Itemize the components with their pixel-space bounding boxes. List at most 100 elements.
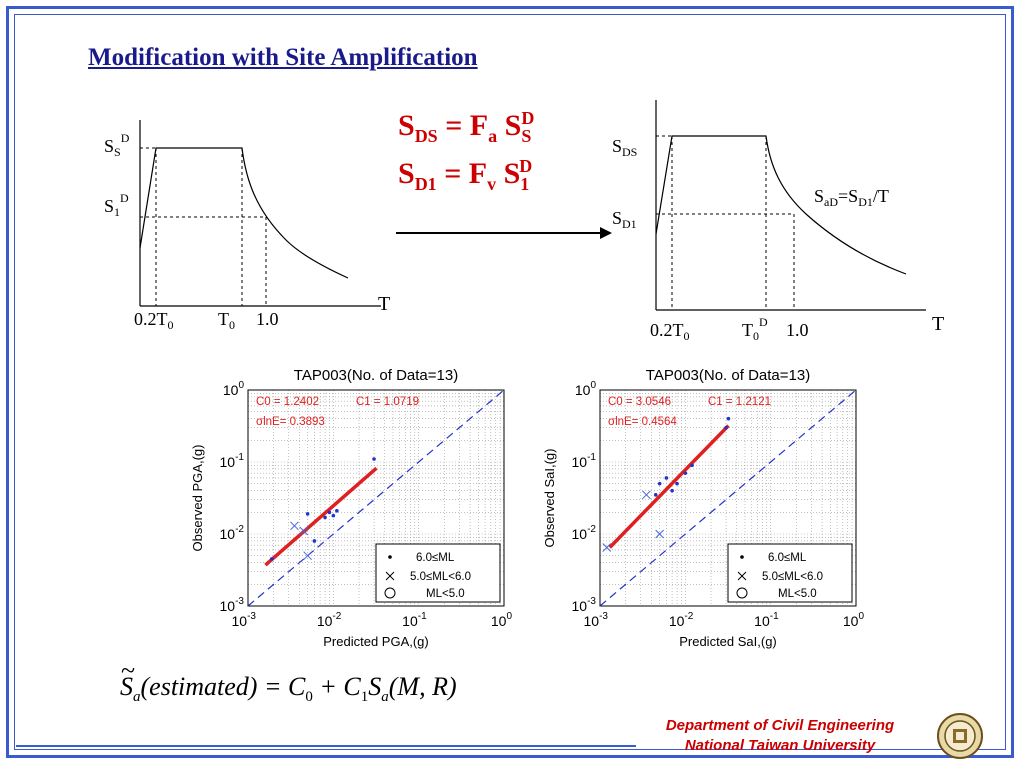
right-curve-label: SaD=SD1/T bbox=[814, 186, 889, 209]
legend-entry: ML<5.0 bbox=[426, 588, 465, 600]
left-axis-label-t: T bbox=[378, 293, 390, 315]
y-tick-label: 10-2 bbox=[572, 524, 597, 542]
chart-title: TAP003(No. of Data=13) bbox=[646, 367, 810, 384]
data-point-dot bbox=[331, 513, 336, 518]
annotation-c0: C0 = 3.0546 bbox=[608, 396, 671, 408]
footer-rule bbox=[16, 745, 636, 747]
left-xlabel-t0: T0 bbox=[218, 309, 235, 332]
data-point-dot bbox=[690, 463, 694, 468]
legend-entry: 6.0≤ML bbox=[416, 552, 455, 564]
left-spectrum-curve bbox=[139, 147, 349, 279]
equation-sds: SDS = Fa SSD bbox=[398, 108, 535, 146]
right-spectrum-diagram: SDS SD1 SaD=SD1/T 0.2T0 T0D 1.0 T bbox=[612, 100, 944, 343]
x-tick-label: 10-2 bbox=[669, 611, 694, 629]
pga-scatter-chart: TAP003(No. of Data=13) 10-3 10-2 10-1 100 10-… bbox=[190, 367, 513, 649]
left-xlabel-10: 1.0 bbox=[256, 309, 279, 329]
x-tick-label: 100 bbox=[843, 611, 865, 629]
chart-title: TAP003(No. of Data=13) bbox=[294, 367, 458, 384]
equation-sd1: SD1 = Fv S1D bbox=[398, 156, 533, 194]
plot-frame bbox=[599, 389, 857, 607]
right-xlabel-02t0: 0.2T0 bbox=[650, 320, 690, 343]
estimation-formula: ~ Sa(estimated) = C0 + C1Sa(M, R) bbox=[120, 656, 457, 706]
data-point-dot bbox=[657, 481, 662, 486]
data-point-dot bbox=[269, 557, 274, 561]
right-spectrum-curve bbox=[655, 135, 907, 275]
legend-entry: 5.0≤ML<6.0 bbox=[410, 571, 471, 583]
left-xlabel-02t0: 0.2T0 bbox=[134, 309, 174, 332]
left-ylabel-ss: SSD bbox=[104, 131, 130, 159]
x-stroke bbox=[642, 490, 651, 500]
right-xlabel-t0d: T0D bbox=[742, 315, 768, 343]
left-ylabel-s1: S1D bbox=[104, 191, 129, 219]
x-tick-label: 10-3 bbox=[584, 611, 609, 629]
data-point-dot bbox=[670, 488, 674, 493]
legend-marker-x bbox=[737, 571, 747, 581]
x-stroke bbox=[602, 543, 612, 552]
data-point-dot bbox=[305, 512, 310, 516]
x-tick-label: 100 bbox=[491, 611, 513, 629]
x-axis-label: Predicted PGA,(g) bbox=[323, 634, 429, 649]
data-point-dot bbox=[372, 457, 376, 461]
data-point-x bbox=[303, 551, 312, 561]
data-point-dot bbox=[683, 471, 688, 475]
chart-legend: 6.0≤ML 5.0≤ML<6.0 ML<5.0 bbox=[727, 543, 853, 603]
x-stroke bbox=[655, 529, 664, 539]
plot-frame bbox=[247, 389, 505, 607]
data-point-dot bbox=[653, 493, 658, 497]
y-tick-label: 10-1 bbox=[572, 452, 597, 470]
data-point-dot bbox=[335, 509, 339, 513]
legend-box bbox=[727, 543, 853, 603]
legend-marker-dot bbox=[388, 555, 392, 559]
data-point-dot bbox=[664, 476, 669, 480]
data-point-x bbox=[642, 490, 651, 500]
x-axis-label: Predicted SaI,(g) bbox=[679, 634, 777, 649]
data-point-x bbox=[299, 526, 309, 536]
department-line2: National Taiwan University bbox=[684, 737, 876, 754]
annotation-c0: C0 = 1.2402 bbox=[256, 396, 319, 408]
x-stroke bbox=[290, 521, 299, 531]
data-point-dot bbox=[327, 510, 332, 515]
fit-line bbox=[608, 424, 730, 549]
reference-line bbox=[599, 389, 857, 607]
right-ylabel-sds: SDS bbox=[612, 136, 637, 159]
y-tick-label: 100 bbox=[223, 380, 245, 398]
y-tick-label: 10-2 bbox=[220, 524, 245, 542]
right-ylabel-sd1: SD1 bbox=[612, 208, 637, 231]
department-line1: Department of Civil Engineering bbox=[665, 717, 895, 734]
x-stroke bbox=[303, 551, 312, 561]
sai-scatter-chart: TAP003(No. of Data=13) 10-3 10-2 10-1 100 10-… bbox=[542, 367, 865, 649]
annotation-sigma: σlnE= 0.3893 bbox=[256, 416, 325, 428]
legend-entry: 6.0≤ML bbox=[768, 552, 807, 564]
reference-line bbox=[247, 389, 505, 607]
x-tick-label: 10-2 bbox=[317, 611, 342, 629]
legend-entry: ML<5.0 bbox=[778, 588, 817, 600]
right-axis-label-t: T bbox=[932, 313, 944, 335]
y-tick-label: 10-3 bbox=[220, 596, 245, 614]
x-tick-label: 10-1 bbox=[754, 611, 779, 629]
y-tick-label: 10-1 bbox=[220, 452, 245, 470]
university-seal-icon bbox=[937, 713, 983, 759]
department-credit: Department of Civil Engineering National… bbox=[640, 716, 920, 756]
data-point-dot bbox=[724, 425, 728, 430]
legend-entry: 5.0≤ML<6.0 bbox=[762, 571, 823, 583]
legend-marker-circle bbox=[384, 587, 396, 599]
data-point-dot bbox=[675, 481, 679, 486]
y-axis-label: Observed SaI,(g) bbox=[542, 449, 557, 548]
data-point-x bbox=[655, 529, 664, 539]
slide-frame-inner bbox=[14, 14, 1006, 750]
data-point-x bbox=[290, 521, 299, 531]
chart-legend: 6.0≤ML 5.0≤ML<6.0 ML<5.0 bbox=[375, 543, 501, 603]
y-tick-label: 10-3 bbox=[572, 596, 597, 614]
annotation-c1: C1 = 1.2121 bbox=[708, 396, 771, 408]
legend-box bbox=[375, 543, 501, 603]
data-point-dot bbox=[312, 539, 317, 543]
x-tick-label: 10-3 bbox=[232, 611, 257, 629]
y-axis-label: Observed PGA,(g) bbox=[190, 445, 205, 552]
legend-marker-circle bbox=[736, 587, 748, 599]
slide-title: Modification with Site Amplification bbox=[88, 44, 478, 71]
data-point-dot bbox=[323, 515, 327, 520]
x-stroke bbox=[299, 526, 309, 536]
fit-line bbox=[264, 466, 378, 567]
legend-marker-x bbox=[385, 571, 395, 581]
data-point-x bbox=[602, 543, 612, 552]
